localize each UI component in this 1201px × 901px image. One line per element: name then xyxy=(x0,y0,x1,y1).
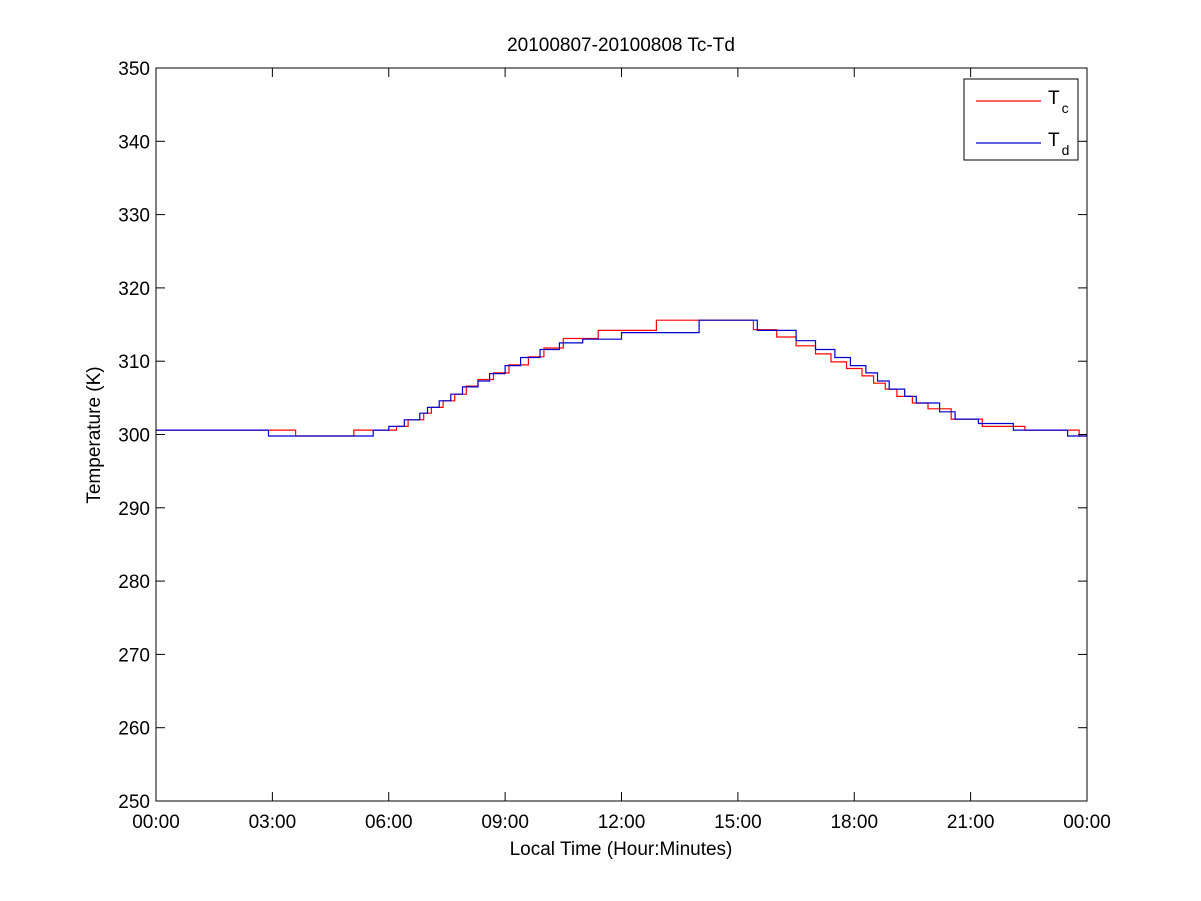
x-tick-label: 00:00 xyxy=(1063,812,1111,833)
x-tick-label: 12:00 xyxy=(598,812,646,833)
y-tick-label: 320 xyxy=(118,279,150,300)
y-tick-label: 290 xyxy=(118,499,150,520)
series-line-td xyxy=(156,319,1087,437)
y-tick-label: 310 xyxy=(118,352,150,373)
legend-box xyxy=(963,78,1079,161)
y-tick-label: 350 xyxy=(118,59,150,80)
plot-area xyxy=(156,68,1087,801)
chart-title: 20100807-20100808 Tc-Td xyxy=(507,35,735,56)
x-tick-label: 00:00 xyxy=(132,812,180,833)
x-tick-label: 21:00 xyxy=(947,812,995,833)
y-tick-label: 300 xyxy=(118,426,150,447)
y-tick-label: 340 xyxy=(118,132,150,153)
y-tick-label: 250 xyxy=(118,792,150,813)
x-tick-label: 03:00 xyxy=(249,812,297,833)
y-tick-label: 330 xyxy=(118,206,150,227)
x-tick-label: 09:00 xyxy=(481,812,529,833)
y-tick-label: 260 xyxy=(118,719,150,740)
y-tick-label: 270 xyxy=(118,645,150,666)
y-tick-label: 280 xyxy=(118,572,150,593)
y-axis-title: Temperature (K) xyxy=(84,366,105,503)
x-axis-title: Local Time (Hour:Minutes) xyxy=(510,839,733,860)
x-tick-label: 06:00 xyxy=(365,812,413,833)
x-tick-label: 18:00 xyxy=(830,812,878,833)
x-tick-label: 15:00 xyxy=(714,812,762,833)
